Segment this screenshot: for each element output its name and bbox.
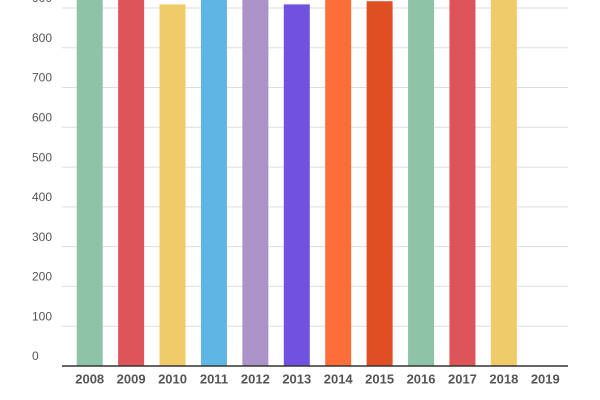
x-tick-label: 2011	[200, 371, 228, 386]
x-tick-label: 2013	[282, 371, 311, 386]
y-tick-label: 500	[32, 150, 52, 164]
bar	[200, 0, 227, 367]
bar	[325, 0, 352, 367]
x-tick-label: 2012	[241, 371, 270, 386]
bar	[490, 0, 517, 367]
x-tick-label: 2018	[489, 371, 518, 386]
y-tick-label: 600	[32, 110, 52, 124]
y-tick-label: 400	[32, 190, 52, 204]
x-tick-label: 2014	[324, 371, 354, 386]
y-tick-label: 300	[32, 230, 52, 244]
y-tick-label: 800	[32, 31, 52, 45]
y-tick-label: 700	[32, 71, 52, 85]
bar	[159, 4, 186, 366]
bar	[76, 0, 103, 367]
x-tick-label: 2010	[158, 371, 187, 386]
y-tick-label: 0	[32, 349, 39, 363]
x-tick-label: 2009	[117, 371, 146, 386]
x-tick-label: 2017	[448, 371, 477, 386]
bar	[408, 0, 435, 367]
x-tick-label: 2015	[365, 371, 394, 386]
y-tick-label: 100	[32, 309, 52, 323]
bar	[283, 4, 310, 366]
y-tick-label: 200	[32, 270, 52, 284]
bar	[118, 0, 145, 367]
y-tick-label: 900	[32, 0, 52, 5]
bar	[366, 1, 393, 366]
bar	[242, 0, 269, 367]
x-tick-label: 2019	[531, 371, 560, 386]
bar	[449, 0, 476, 367]
x-tick-label: 2016	[407, 371, 436, 386]
x-tick-label: 2008	[75, 371, 104, 386]
